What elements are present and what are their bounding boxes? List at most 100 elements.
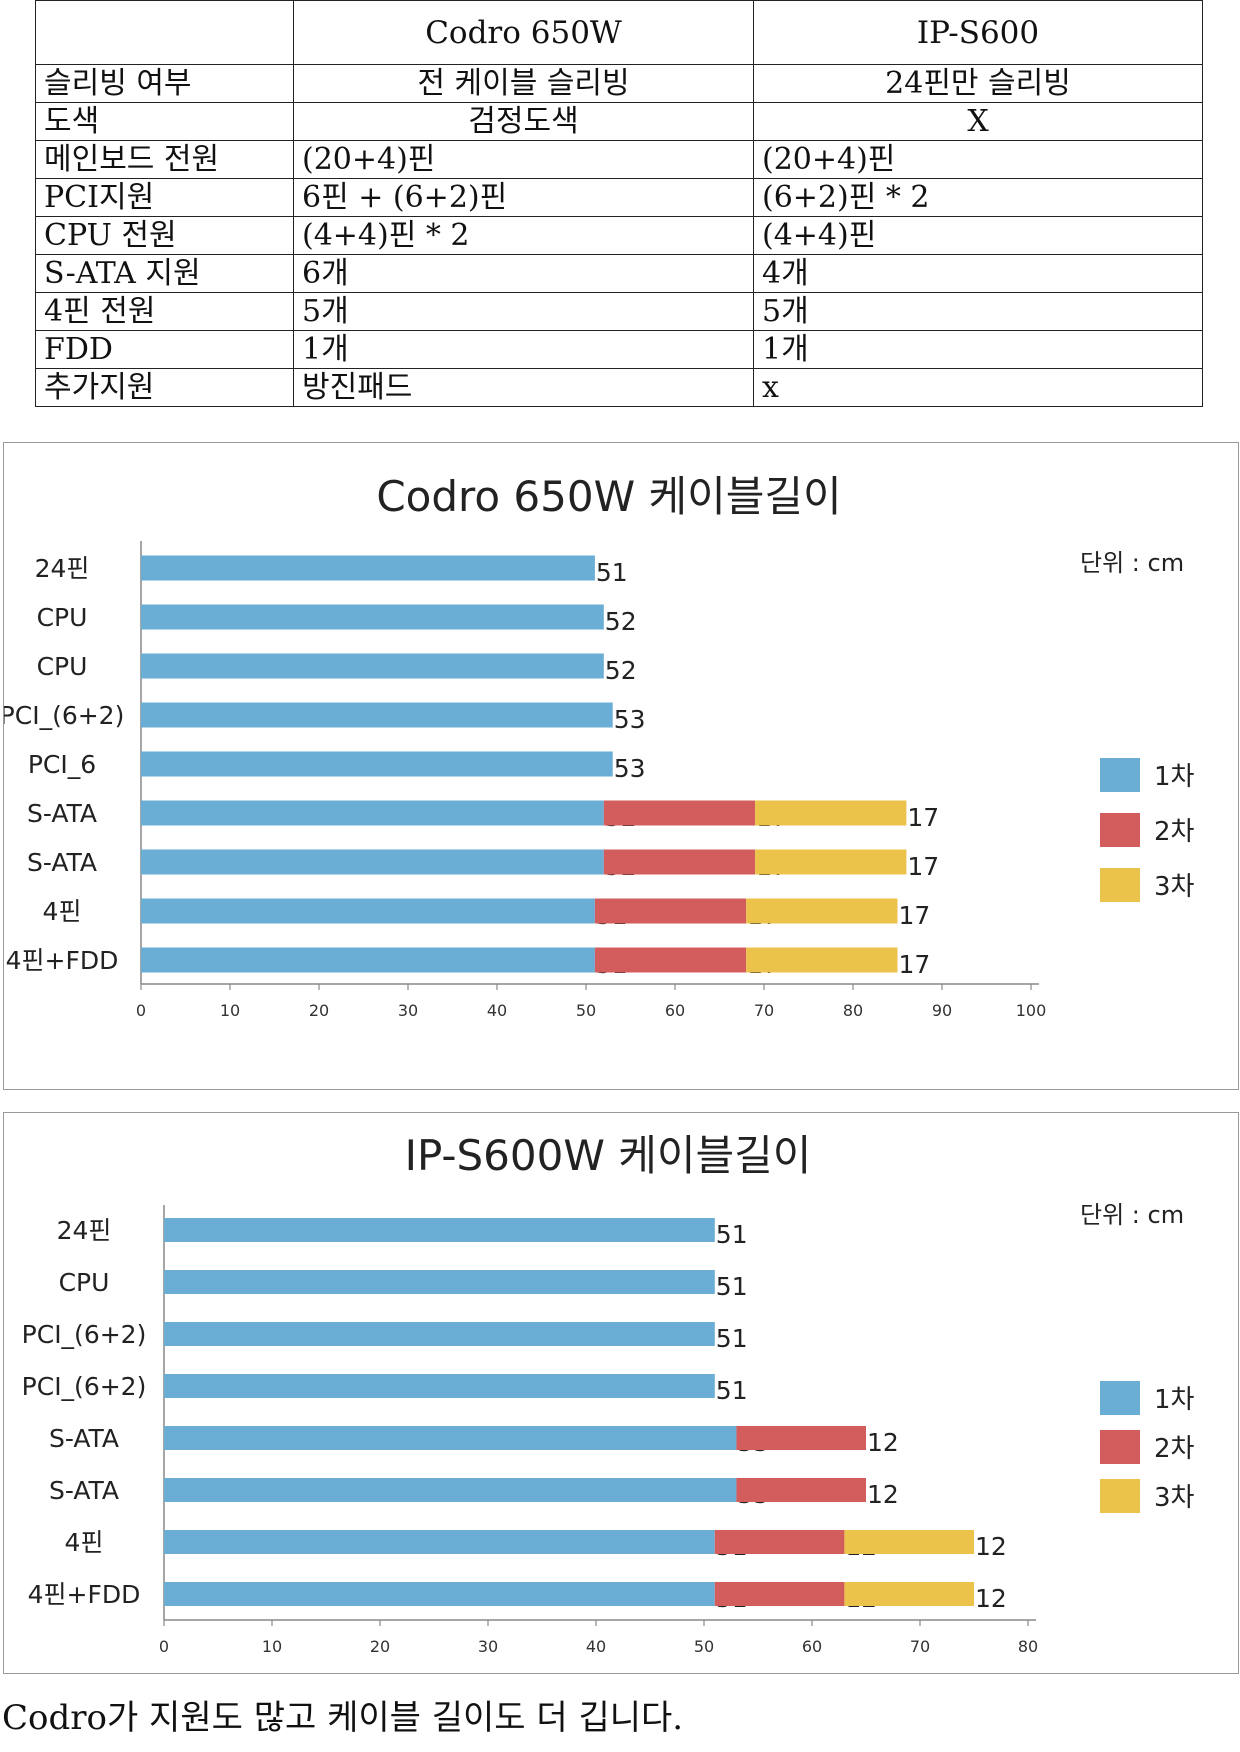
row-label-cell: 슬리빙 여부 bbox=[35, 64, 294, 103]
x-tick-label: 60 bbox=[665, 1001, 685, 1020]
bar-segment-1 bbox=[164, 1478, 737, 1502]
bar-segment-2 bbox=[714, 1582, 845, 1606]
bar-segment-3 bbox=[746, 947, 898, 973]
row-label-cell: 추가지원 bbox=[35, 368, 294, 407]
x-tick-label: 50 bbox=[694, 1637, 714, 1656]
table-cell: 5개 bbox=[293, 292, 754, 331]
legend-label: 3차 bbox=[1154, 1483, 1195, 1513]
legend-swatch bbox=[1100, 1430, 1140, 1464]
x-tick-label: 80 bbox=[1018, 1637, 1038, 1656]
bar-segment-3 bbox=[844, 1582, 974, 1606]
legend-swatch bbox=[1100, 1479, 1140, 1513]
unit-note: 단위 : cm bbox=[1080, 549, 1184, 577]
table-cell: X bbox=[753, 102, 1203, 141]
table-row: S-ATA 지원 6개 4개 bbox=[35, 254, 1203, 293]
x-tick-label: 30 bbox=[478, 1637, 498, 1656]
bar-segment-1 bbox=[164, 1374, 715, 1398]
table-cell: 1개 bbox=[753, 330, 1203, 369]
category-label: 24핀 bbox=[35, 554, 90, 583]
data-label: 52 bbox=[605, 607, 637, 636]
table-cell: 방진패드 bbox=[293, 368, 754, 407]
x-tick-label: 0 bbox=[159, 1637, 169, 1656]
bar-segment-1 bbox=[164, 1322, 715, 1346]
x-tick-label: 40 bbox=[586, 1637, 606, 1656]
data-label: 12 bbox=[867, 1480, 899, 1509]
header-cell: Codro 650W bbox=[293, 0, 754, 65]
x-tick-label: 90 bbox=[932, 1001, 952, 1020]
chart-title: Codro 650W 케이블길이 bbox=[376, 472, 841, 521]
unit-note: 단위 : cm bbox=[1080, 1201, 1184, 1229]
table-cell: (6+2)핀 * 2 bbox=[753, 178, 1203, 217]
row-label-cell: 4핀 전원 bbox=[35, 292, 294, 331]
table-cell: (4+4)핀 bbox=[753, 216, 1203, 255]
bar-segment-1 bbox=[141, 702, 613, 728]
bar-segment-2 bbox=[736, 1426, 866, 1450]
table-row: 추가지원 방진패드 x bbox=[35, 368, 1203, 407]
category-label: 24핀 bbox=[57, 1216, 112, 1245]
table-cell: (4+4)핀 * 2 bbox=[293, 216, 754, 255]
table-cell: (20+4)핀 bbox=[293, 140, 754, 179]
bar-segment-3 bbox=[755, 800, 907, 826]
category-label: PCI_(6+2) bbox=[22, 1320, 147, 1349]
legend-label: 1차 bbox=[1154, 1385, 1195, 1415]
x-tick-label: 20 bbox=[370, 1637, 390, 1656]
bar-segment-1 bbox=[141, 751, 613, 777]
header-cell: IP-S600 bbox=[753, 0, 1203, 65]
bar-segment-1 bbox=[141, 849, 604, 875]
data-label: 53 bbox=[614, 705, 646, 734]
bar-segment-1 bbox=[164, 1530, 715, 1554]
table-row: 도색 검정도색 X bbox=[35, 102, 1203, 141]
legend-label: 1차 bbox=[1154, 762, 1195, 792]
bar-segment-2 bbox=[594, 947, 747, 973]
x-tick-label: 10 bbox=[220, 1001, 240, 1020]
bar-segment-2 bbox=[594, 898, 747, 924]
table-cell: 검정도색 bbox=[293, 102, 754, 141]
footer-note: Codro가 지원도 많고 케이블 길이도 더 깁니다. bbox=[2, 1698, 684, 1738]
legend-swatch bbox=[1100, 813, 1140, 847]
bar-segment-2 bbox=[603, 800, 756, 826]
bar-segment-1 bbox=[141, 898, 595, 924]
codro-cable-length-chart: Codro 650W 케이블길이 단위 : cm 0 10 20 30 40 50 60 70 80… bbox=[3, 442, 1239, 1090]
bar-segment-1 bbox=[164, 1582, 715, 1606]
table-row: CPU 전원 (4+4)핀 * 2 (4+4)핀 bbox=[35, 216, 1203, 255]
row-label-cell: CPU 전원 bbox=[35, 216, 294, 255]
category-label: 4핀+FDD bbox=[6, 946, 119, 975]
table-header-row: Codro 650W IP-S600 bbox=[35, 0, 1203, 65]
chart-title: IP-S600W 케이블길이 bbox=[405, 1131, 812, 1180]
legend-swatch bbox=[1100, 758, 1140, 792]
x-tick-label: 70 bbox=[754, 1001, 774, 1020]
category-label: S-ATA bbox=[27, 799, 97, 828]
data-label: 12 bbox=[975, 1584, 1007, 1613]
table-cell: 4개 bbox=[753, 254, 1203, 293]
x-tick-label: 0 bbox=[136, 1001, 146, 1020]
category-label: S-ATA bbox=[49, 1424, 119, 1453]
data-label: 51 bbox=[716, 1376, 748, 1405]
row-label-cell: S-ATA 지원 bbox=[35, 254, 294, 293]
x-tick-label: 30 bbox=[398, 1001, 418, 1020]
category-label: 4핀+FDD bbox=[28, 1580, 141, 1609]
data-label: 51 bbox=[596, 558, 628, 587]
data-label: 17 bbox=[907, 803, 939, 832]
bar-segment-2 bbox=[736, 1478, 866, 1502]
data-label: 51 bbox=[716, 1324, 748, 1353]
legend-swatch bbox=[1100, 1381, 1140, 1415]
table-cell: 6개 bbox=[293, 254, 754, 293]
bar-segment-3 bbox=[755, 849, 907, 875]
bar-segment-1 bbox=[141, 947, 595, 973]
category-label: CPU bbox=[37, 603, 88, 632]
table-cell: 24핀만 슬리빙 bbox=[753, 64, 1203, 103]
table-row: 슬리빙 여부 전 케이블 슬리빙 24핀만 슬리빙 bbox=[35, 64, 1203, 103]
row-label-cell: FDD bbox=[35, 330, 294, 369]
bar-segment-1 bbox=[141, 604, 604, 630]
data-label: 12 bbox=[867, 1428, 899, 1457]
table-cell: 1개 bbox=[293, 330, 754, 369]
x-tick-label: 80 bbox=[843, 1001, 863, 1020]
table-row: PCI지원 6핀 + (6+2)핀 (6+2)핀 * 2 bbox=[35, 178, 1203, 217]
category-label: 4핀 bbox=[43, 897, 82, 926]
table-cell: 5개 bbox=[753, 292, 1203, 331]
bar-segment-1 bbox=[164, 1426, 737, 1450]
data-label: 17 bbox=[899, 901, 931, 930]
bar-segment-1 bbox=[164, 1218, 715, 1242]
data-label: 12 bbox=[975, 1532, 1007, 1561]
